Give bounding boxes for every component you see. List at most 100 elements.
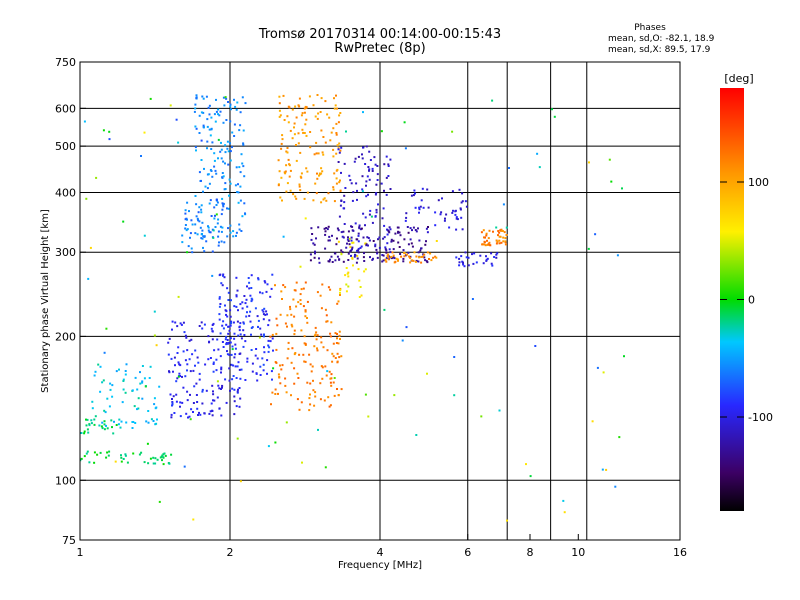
data-point	[420, 247, 422, 250]
data-point	[235, 234, 237, 237]
data-point	[248, 281, 251, 284]
data-point	[244, 102, 247, 105]
data-point	[295, 281, 298, 284]
data-point	[210, 148, 213, 150]
data-point	[203, 412, 206, 415]
data-point	[211, 330, 214, 333]
data-point	[228, 367, 231, 370]
data-point	[368, 213, 371, 216]
data-point	[295, 305, 298, 308]
data-point	[403, 121, 406, 124]
data-point	[190, 338, 193, 341]
data-point	[202, 111, 205, 114]
data-point	[231, 387, 234, 390]
data-point	[207, 335, 210, 338]
data-point	[188, 358, 191, 361]
data-point	[124, 453, 127, 456]
data-point	[155, 344, 158, 347]
data-point	[376, 179, 379, 181]
data-point	[200, 321, 203, 324]
data-point	[145, 420, 148, 423]
data-point	[304, 342, 307, 345]
data-point	[225, 342, 228, 344]
data-point	[100, 425, 103, 428]
data-point	[331, 360, 334, 363]
data-point	[290, 394, 292, 397]
y-tick-label: 500	[55, 140, 76, 153]
data-point	[225, 119, 228, 121]
data-point	[197, 211, 200, 214]
data-point	[352, 191, 355, 194]
data-point	[137, 397, 140, 400]
data-point	[363, 252, 365, 255]
data-point	[232, 235, 235, 238]
data-point	[384, 248, 387, 251]
data-point	[338, 114, 341, 117]
data-point	[406, 226, 409, 228]
data-point	[324, 100, 327, 103]
data-point	[320, 336, 323, 339]
data-point	[296, 398, 299, 401]
data-point	[230, 363, 233, 366]
data-point	[154, 457, 157, 460]
data-point	[352, 241, 355, 244]
data-point	[230, 320, 233, 323]
data-point	[214, 214, 216, 217]
data-point	[221, 172, 224, 174]
data-point	[222, 96, 225, 99]
x-tick-label: 10	[571, 546, 585, 559]
data-point	[491, 99, 494, 102]
data-point	[228, 194, 230, 197]
data-point	[353, 160, 356, 163]
data-point	[296, 372, 299, 375]
data-point	[338, 215, 341, 218]
data-point	[504, 237, 507, 240]
data-point	[272, 367, 275, 370]
data-point	[220, 157, 223, 160]
data-point	[250, 274, 253, 277]
data-point	[314, 395, 317, 398]
data-point	[196, 401, 199, 403]
data-point	[314, 182, 317, 185]
data-point	[278, 109, 281, 112]
data-point	[291, 108, 294, 111]
data-point	[208, 113, 211, 116]
data-point	[563, 511, 566, 514]
data-point	[238, 353, 241, 355]
data-point	[181, 401, 184, 404]
data-point	[490, 262, 493, 265]
data-point	[211, 384, 214, 387]
data-point	[281, 199, 283, 202]
data-point	[302, 287, 305, 290]
data-point	[329, 288, 332, 291]
data-point	[202, 126, 205, 129]
data-point	[594, 233, 597, 236]
data-point	[294, 195, 297, 198]
data-point	[139, 382, 142, 385]
data-point	[237, 388, 239, 391]
data-point	[215, 199, 218, 202]
data-point	[393, 394, 396, 397]
data-point	[295, 159, 298, 162]
data-point	[360, 245, 363, 248]
data-point	[440, 211, 443, 214]
data-point	[184, 375, 187, 378]
data-point	[109, 388, 112, 391]
data-point	[417, 227, 419, 230]
data-point	[455, 256, 458, 259]
data-point	[439, 213, 442, 216]
data-point	[242, 322, 245, 325]
data-point	[108, 405, 111, 408]
data-point	[226, 140, 229, 143]
data-point	[229, 120, 232, 123]
data-point	[498, 231, 501, 234]
data-point	[339, 287, 342, 290]
data-point	[385, 260, 388, 263]
data-point	[301, 112, 304, 115]
data-point	[300, 114, 303, 117]
data-point	[170, 453, 173, 456]
data-point	[182, 386, 185, 389]
data-point	[179, 375, 181, 377]
data-point	[472, 262, 475, 265]
